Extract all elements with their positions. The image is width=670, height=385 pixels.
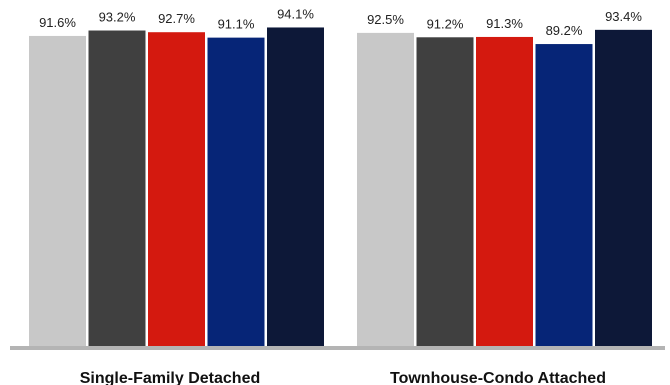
data-label: 92.5% [367, 12, 404, 27]
data-label: 92.7% [158, 11, 195, 26]
category-label: Single-Family Detached [80, 370, 261, 385]
data-label: 91.6% [39, 15, 76, 30]
data-label: 91.1% [218, 17, 255, 32]
data-label: 94.1% [277, 6, 314, 21]
bar-single-family-4 [207, 37, 265, 347]
data-label: 93.4% [605, 9, 642, 24]
data-label: 93.2% [99, 10, 136, 25]
bar-townhouse-condo-3 [476, 36, 533, 347]
bar-single-family-1 [29, 35, 86, 347]
data-label: 91.3% [486, 16, 523, 31]
bar-single-family-5 [267, 27, 324, 347]
bar-townhouse-condo-2 [416, 37, 474, 347]
bar-townhouse-condo-5 [595, 29, 652, 346]
data-label: 89.2% [546, 23, 583, 38]
category-label: Townhouse-Condo Attached [390, 370, 606, 385]
bar-single-family-3 [148, 32, 205, 346]
bar-townhouse-condo-4 [535, 44, 593, 347]
x-axis-baseline [10, 346, 665, 350]
bar-single-family-2 [88, 30, 146, 346]
data-label: 91.2% [427, 16, 464, 31]
bar-townhouse-condo-1 [357, 32, 414, 346]
